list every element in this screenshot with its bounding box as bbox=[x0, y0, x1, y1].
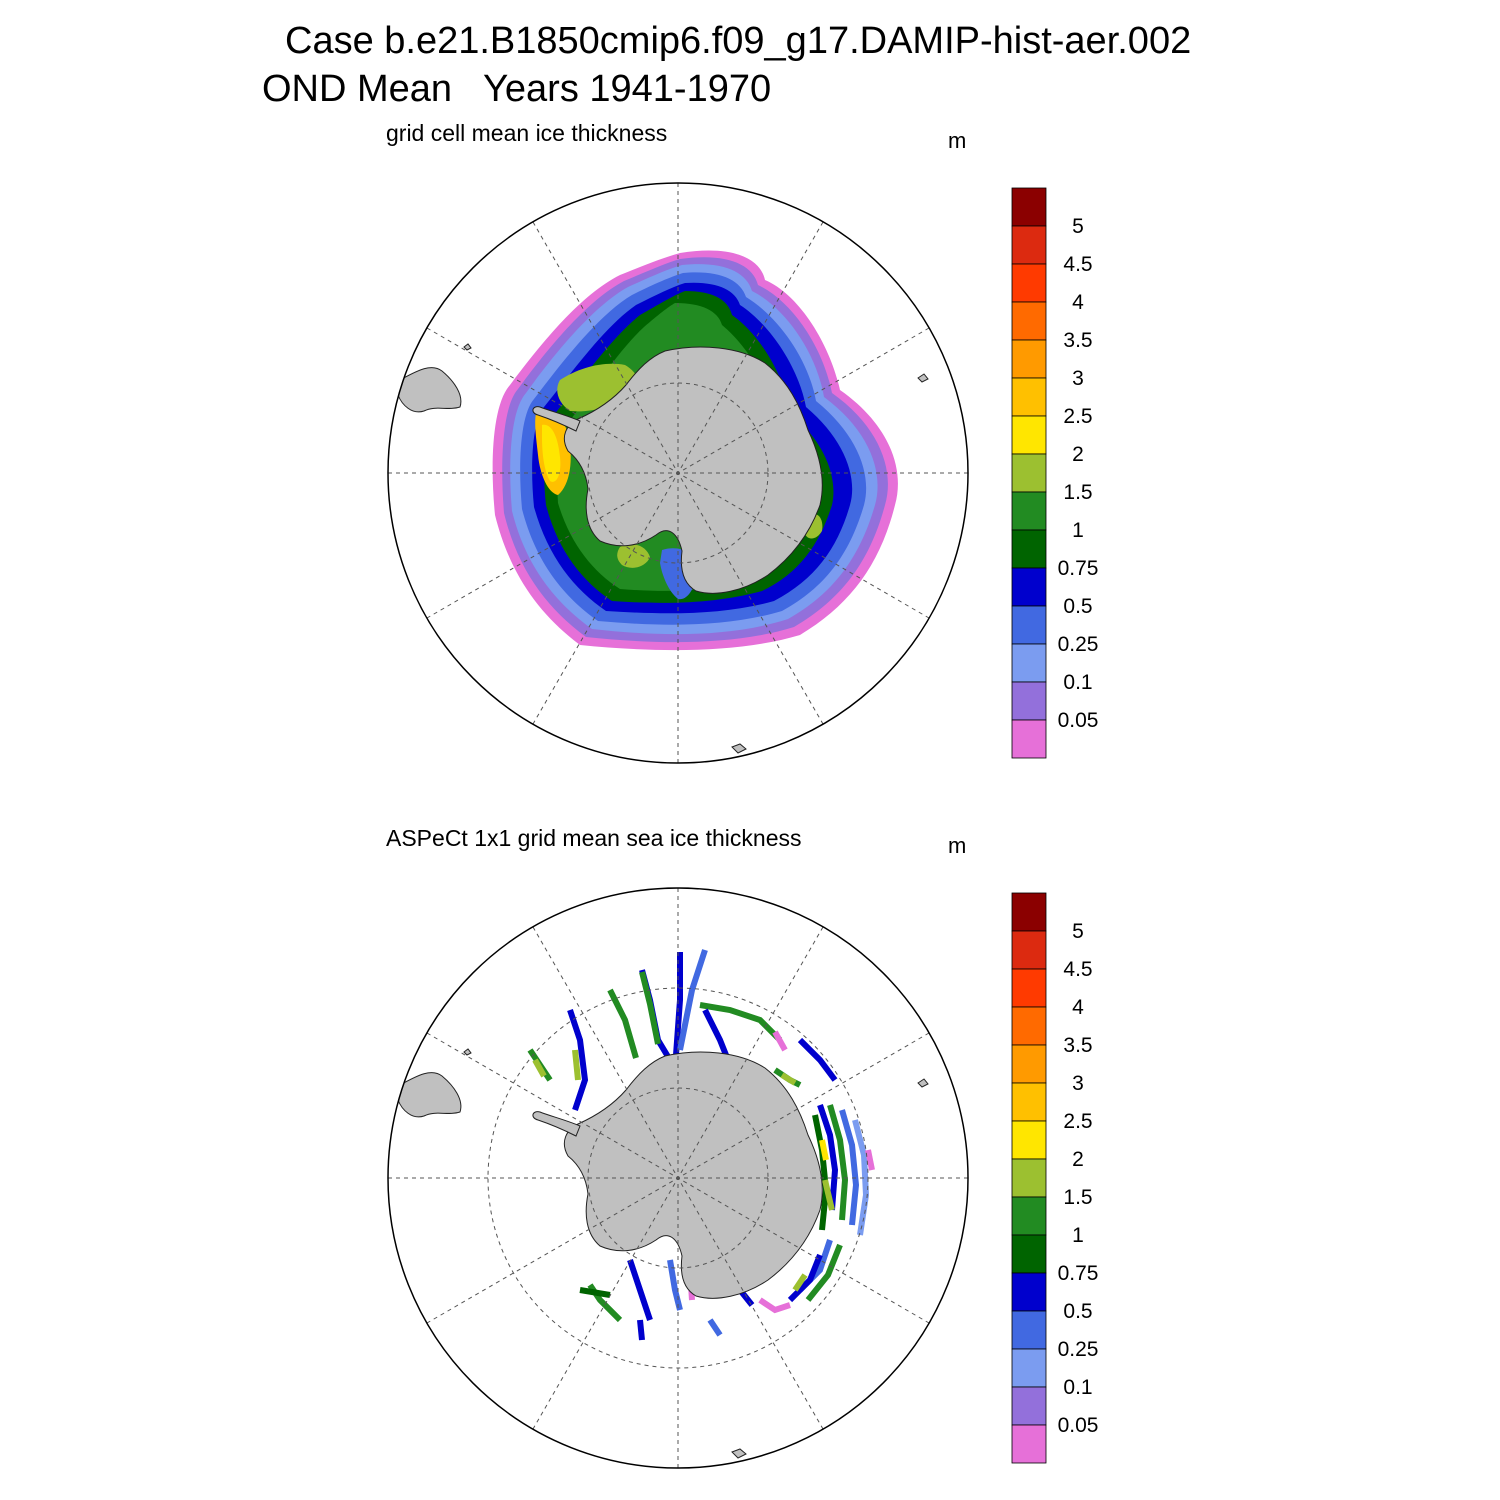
model-ice-thickness-map bbox=[387, 182, 969, 764]
colorbar-swatch bbox=[1011, 930, 1047, 970]
colorbar-tick-label: 0.1 bbox=[1063, 1376, 1092, 1399]
colorbar-swatch bbox=[1011, 719, 1047, 759]
colorbar-observed: 5 4.5 4 3.5 3 2.5 2 1.5 1 0.75 0.5 0.25 0.1 0.05 bbox=[1011, 892, 1099, 1464]
colorbar-tick-label: 0.1 bbox=[1063, 671, 1092, 694]
colorbar-tick-label: 2 bbox=[1072, 1148, 1084, 1171]
map-graticule bbox=[388, 183, 968, 763]
colorbar-swatch bbox=[1011, 377, 1047, 417]
colorbar-swatch bbox=[1011, 605, 1047, 645]
colorbar-swatch bbox=[1011, 1386, 1047, 1426]
colorbar-tick-label: 0.5 bbox=[1063, 595, 1092, 618]
colorbar-swatch bbox=[1011, 968, 1047, 1008]
colorbar-tick-label: 4.5 bbox=[1063, 958, 1092, 981]
colorbar-swatch bbox=[1011, 1424, 1047, 1464]
sub-antarctic-island bbox=[463, 1048, 472, 1056]
colorbar-tick-label: 1.5 bbox=[1063, 1186, 1092, 1209]
ice-patch-2-ross bbox=[617, 544, 650, 568]
colorbar-tick-label: 2.5 bbox=[1063, 405, 1092, 428]
colorbar-swatch bbox=[1011, 1158, 1047, 1198]
figure-title-case: Case b.e21.B1850cmip6.f09_g17.DAMIP-hist… bbox=[285, 20, 1192, 62]
south-america-tip bbox=[397, 367, 462, 413]
sub-antarctic-island bbox=[917, 373, 929, 383]
colorbar-swatch bbox=[1011, 643, 1047, 683]
colorbar-swatch bbox=[1011, 1272, 1047, 1312]
colorbar-swatch bbox=[1011, 681, 1047, 721]
colorbar-tick-label: 0.75 bbox=[1058, 1262, 1099, 1285]
colorbar-swatch bbox=[1011, 339, 1047, 379]
sub-antarctic-island bbox=[731, 1448, 747, 1459]
colorbar-tick-label: 3.5 bbox=[1063, 329, 1092, 352]
south-america-tip bbox=[397, 1072, 462, 1118]
colorbar-tick-label: 3 bbox=[1072, 1072, 1084, 1095]
colorbar-swatch bbox=[1011, 567, 1047, 607]
colorbar-swatch bbox=[1011, 1234, 1047, 1274]
colorbar-swatch bbox=[1011, 892, 1047, 932]
colorbar-swatch bbox=[1011, 1120, 1047, 1160]
sub-antarctic-island bbox=[463, 343, 472, 351]
colorbar-tick-label: 1 bbox=[1072, 519, 1084, 542]
colorbar-swatch bbox=[1011, 415, 1047, 455]
colorbar-swatch bbox=[1011, 1196, 1047, 1236]
colorbar-swatch bbox=[1011, 1310, 1047, 1350]
colorbar-model: 5 4.5 4 3.5 3 2.5 2 1.5 1 0.75 0.5 0.25 0.1 0.05 bbox=[1011, 187, 1099, 759]
colorbar-swatch bbox=[1011, 453, 1047, 493]
colorbar-tick-label: 3.5 bbox=[1063, 1034, 1092, 1057]
panel-2-title: ASPeCt 1x1 grid mean sea ice thickness bbox=[386, 825, 802, 851]
colorbar-tick-label: 0.05 bbox=[1058, 1414, 1099, 1437]
colorbar-swatch bbox=[1011, 1006, 1047, 1046]
map-graticule bbox=[388, 888, 968, 1468]
colorbar-swatch bbox=[1011, 1044, 1047, 1084]
colorbar-tick-label: 4 bbox=[1072, 291, 1084, 314]
colorbar-tick-label: 5 bbox=[1072, 215, 1084, 238]
colorbar-swatch bbox=[1011, 187, 1047, 227]
colorbar-tick-label: 5 bbox=[1072, 920, 1084, 943]
colorbar-tick-label: 4 bbox=[1072, 996, 1084, 1019]
colorbar-swatch bbox=[1011, 301, 1047, 341]
figure-title-period: OND Mean Years 1941-1970 bbox=[262, 68, 772, 110]
sub-antarctic-island bbox=[731, 743, 747, 754]
colorbar-tick-label: 2 bbox=[1072, 443, 1084, 466]
colorbar-tick-label: 0.25 bbox=[1058, 1338, 1099, 1361]
panel-1-title: grid cell mean ice thickness bbox=[386, 120, 668, 146]
colorbar-tick-label: 1.5 bbox=[1063, 481, 1092, 504]
colorbar-swatch bbox=[1011, 225, 1047, 265]
colorbar-tick-label: 2.5 bbox=[1063, 1110, 1092, 1133]
colorbar-tick-label: 0.25 bbox=[1058, 633, 1099, 656]
colorbar-tick-label: 0.05 bbox=[1058, 709, 1099, 732]
observation-tracks bbox=[527, 949, 875, 1341]
colorbar-tick-label: 3 bbox=[1072, 367, 1084, 390]
antarctica-landmass bbox=[563, 1051, 823, 1299]
colorbar-swatch bbox=[1011, 1348, 1047, 1388]
colorbar-swatch bbox=[1011, 263, 1047, 303]
map-boundary bbox=[387, 887, 969, 1469]
colorbar-tick-label: 0.5 bbox=[1063, 1300, 1092, 1323]
antarctic-peninsula bbox=[532, 406, 581, 432]
colorbar-tick-label: 0.75 bbox=[1058, 557, 1099, 580]
sub-antarctic-island bbox=[917, 1078, 929, 1088]
colorbar-tick-label: 4.5 bbox=[1063, 253, 1092, 276]
colorbar-tick-label: 1 bbox=[1072, 1224, 1084, 1247]
ice-patch-3-peninsula bbox=[542, 424, 561, 482]
colorbar-swatch bbox=[1011, 1082, 1047, 1122]
antarctic-peninsula bbox=[532, 1111, 581, 1137]
panel-2-unit: m bbox=[948, 833, 967, 858]
map-boundary bbox=[387, 182, 969, 764]
observed-ice-thickness-map bbox=[387, 887, 969, 1469]
panel-1-unit: m bbox=[948, 128, 967, 153]
colorbar-swatch bbox=[1011, 529, 1047, 569]
colorbar-swatch bbox=[1011, 491, 1047, 531]
